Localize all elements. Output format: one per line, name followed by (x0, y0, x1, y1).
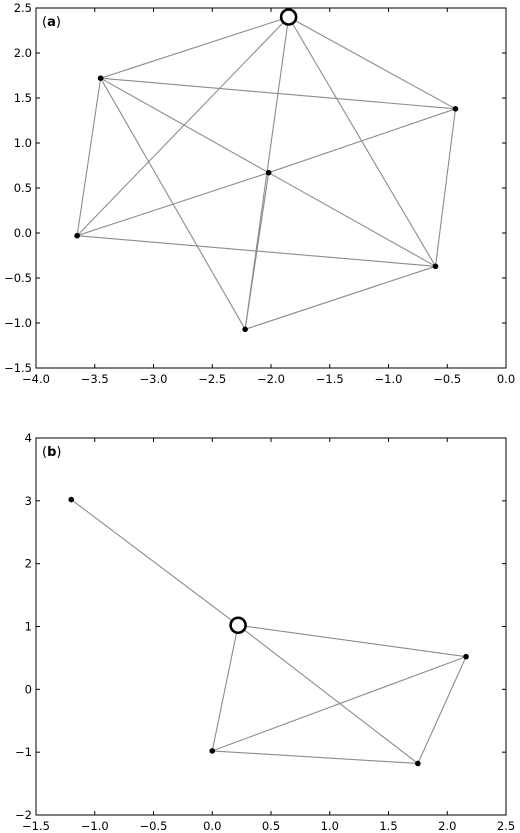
highlight-node (229, 616, 247, 635)
edge-9 (268, 108, 456, 174)
edge-5 (100, 77, 456, 110)
edge-6 (212, 750, 418, 765)
edge-4 (212, 656, 467, 752)
x-tick-label: −4.0 (22, 372, 50, 386)
y-tick-label: 0 (25, 682, 32, 696)
panel-label: (a) (42, 15, 61, 30)
edge-6 (100, 77, 269, 174)
edge-0 (100, 16, 289, 79)
node-2 (452, 106, 459, 112)
x-tick-label: 0.0 (497, 372, 515, 386)
panel-a: −4.0 −3.5 −3.0 −2.5 −2.0 −1.5 −1.0 −0.5 0.0 −1.5 −… (4, 1, 515, 386)
panel-b: −1.5 −1.0 −0.5 0.0 0.5 1.0 1.5 2.0 2.5 −2 −1 0 1 2 3 4 (… (15, 431, 515, 833)
edge-11 (76, 172, 269, 237)
edge-1 (288, 16, 456, 110)
x-tick-label: −2.5 (198, 372, 226, 386)
edge-14 (77, 235, 436, 267)
x-tick-label: −1.0 (81, 819, 109, 833)
x-tick-label: −2.0 (257, 372, 285, 386)
x-tick-label: −1.5 (316, 372, 344, 386)
node-1 (68, 496, 75, 503)
node-3 (265, 169, 272, 176)
edge-3 (237, 624, 419, 764)
edge-10 (434, 108, 457, 267)
x-tick-label: 2.0 (438, 819, 456, 833)
y-tick-label: 4 (25, 431, 32, 445)
edge-3 (288, 16, 436, 267)
y-tick-label: 0.5 (14, 181, 32, 195)
x-tick-label: −3.0 (140, 372, 168, 386)
edge-15 (244, 265, 436, 330)
y-tick-label: −0.5 (4, 271, 32, 285)
y-tick-label: 2 (25, 557, 32, 571)
plot-frame (35, 437, 507, 816)
node-6 (242, 326, 248, 333)
y-tick-label: 0.0 (14, 226, 32, 240)
y-tick-label: 2.5 (14, 1, 32, 15)
y-tick-label: 3 (25, 494, 32, 508)
x-tick-label: 1.0 (321, 819, 339, 833)
y-tick-label: 1.0 (14, 136, 32, 150)
y-tick-label: −1 (15, 745, 32, 759)
panel-label: (b) (42, 445, 61, 460)
x-tick-label: −1.5 (22, 819, 50, 833)
y-tick-label: −1.0 (4, 316, 32, 330)
x-tick-label: 1.5 (379, 819, 397, 833)
node-4 (74, 232, 80, 239)
x-tick-label: 2.5 (497, 819, 515, 833)
y-tick-label: 1 (25, 620, 32, 634)
y-tick-label: −2 (15, 808, 32, 822)
highlight-node (279, 8, 298, 26)
edge-7 (76, 78, 102, 236)
x-tick-label: −3.5 (81, 372, 109, 386)
node-5 (432, 263, 439, 270)
edge-0 (70, 499, 239, 626)
edge-2 (211, 625, 239, 752)
y-tick-label: 2.0 (14, 46, 32, 60)
node-2 (463, 653, 469, 660)
x-tick-label: 0.5 (262, 819, 280, 833)
x-tick-label: −1.0 (375, 372, 403, 386)
node-1 (97, 75, 104, 81)
plot-frame (35, 7, 507, 369)
node-3 (209, 748, 216, 754)
edge-2 (76, 16, 290, 237)
x-tick-label: −0.5 (433, 372, 461, 386)
y-tick-label: 1.5 (14, 91, 32, 105)
y-tick-label: −1.5 (4, 361, 32, 375)
node-4 (415, 760, 421, 767)
edge-12 (268, 172, 436, 267)
x-tick-label: 0.0 (203, 819, 221, 833)
edge-5 (417, 656, 467, 764)
edge-1 (238, 624, 467, 658)
x-tick-label: −0.5 (140, 819, 168, 833)
